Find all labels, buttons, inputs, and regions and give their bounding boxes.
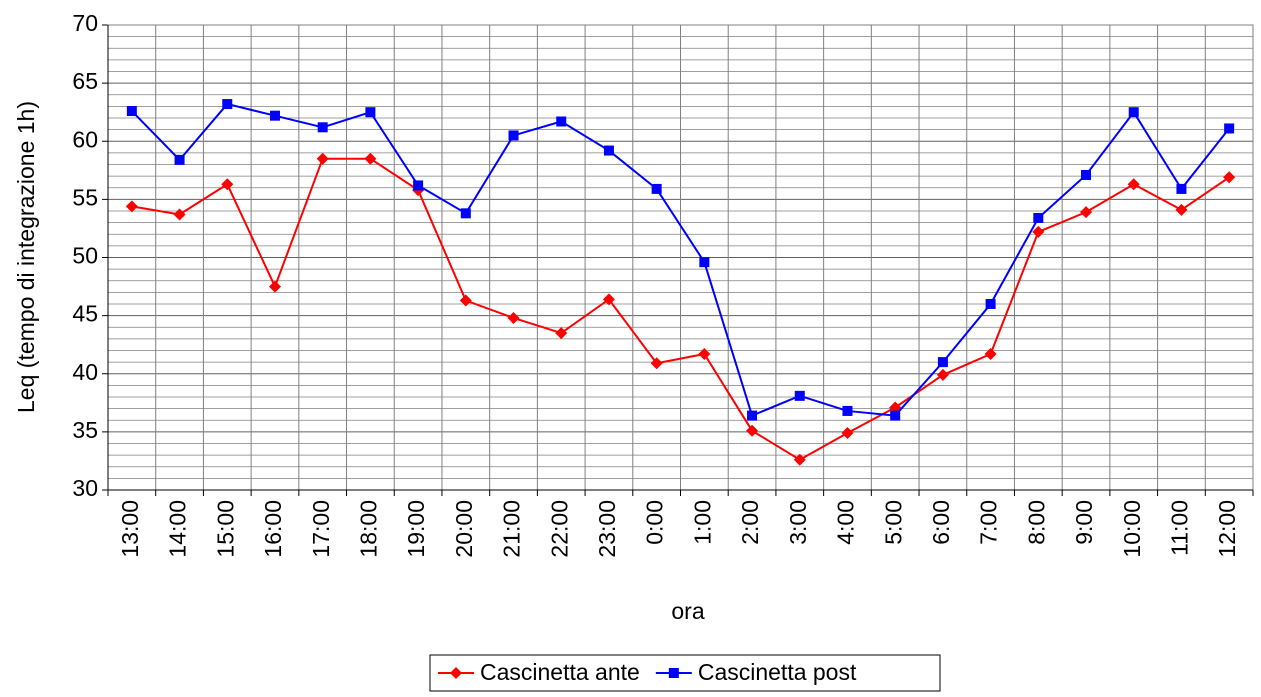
point-marker bbox=[556, 116, 567, 127]
point-marker bbox=[268, 280, 281, 293]
x-tick-label: 7:00 bbox=[976, 500, 1002, 545]
point-marker bbox=[889, 401, 902, 414]
point-marker bbox=[125, 200, 138, 213]
x-tick-label: 14:00 bbox=[165, 500, 191, 558]
point-marker bbox=[317, 122, 328, 133]
point-marker bbox=[936, 368, 949, 381]
point-marker bbox=[1175, 203, 1188, 216]
x-tick-label: 17:00 bbox=[308, 500, 334, 558]
x-tick-label: 19:00 bbox=[403, 500, 429, 558]
point-marker bbox=[508, 130, 519, 141]
point-marker bbox=[413, 180, 424, 191]
point-marker bbox=[793, 453, 806, 466]
x-tick-label: 8:00 bbox=[1023, 500, 1049, 545]
point-marker bbox=[1080, 206, 1093, 219]
y-tick-label: 70 bbox=[72, 10, 98, 36]
y-tick-label: 65 bbox=[72, 68, 98, 94]
point-marker bbox=[1032, 225, 1045, 238]
legend-label: Cascinetta ante bbox=[480, 659, 640, 685]
series-line bbox=[131, 157, 1230, 461]
legend-marker bbox=[450, 667, 462, 679]
point-marker bbox=[747, 410, 758, 421]
y-tick-label: 45 bbox=[72, 301, 98, 327]
series-line bbox=[131, 102, 1230, 417]
point-marker bbox=[460, 208, 471, 219]
point-marker bbox=[1128, 107, 1139, 118]
point-marker bbox=[651, 183, 662, 194]
point-marker bbox=[126, 106, 137, 117]
x-tick-label: 23:00 bbox=[594, 500, 620, 558]
y-tick-label: 60 bbox=[72, 126, 98, 152]
point-marker bbox=[365, 107, 376, 118]
x-tick-label: 22:00 bbox=[546, 500, 572, 558]
point-marker bbox=[1224, 123, 1235, 134]
x-tick-label: 2:00 bbox=[737, 500, 763, 545]
point-marker bbox=[698, 347, 711, 360]
legend-marker bbox=[668, 668, 679, 678]
legend-label: Cascinetta post bbox=[698, 659, 857, 685]
x-tick-label: 16:00 bbox=[260, 500, 286, 558]
y-tick-label: 40 bbox=[72, 359, 98, 385]
point-marker bbox=[555, 327, 568, 340]
x-tick-label: 6:00 bbox=[928, 500, 954, 545]
x-tick-label: 18:00 bbox=[355, 500, 381, 558]
x-tick-label: 13:00 bbox=[117, 500, 143, 558]
point-marker bbox=[364, 152, 377, 165]
point-marker bbox=[650, 357, 663, 370]
point-marker bbox=[794, 390, 805, 401]
point-marker bbox=[269, 110, 280, 121]
y-axis-title: Leq (tempo di integrazione 1h) bbox=[13, 101, 39, 413]
point-marker bbox=[890, 410, 901, 421]
point-marker bbox=[507, 311, 520, 324]
point-marker bbox=[221, 178, 234, 191]
point-marker bbox=[222, 99, 233, 110]
x-axis-title: ora bbox=[671, 598, 704, 624]
point-marker bbox=[746, 424, 759, 437]
x-tick-label: 20:00 bbox=[451, 500, 477, 558]
point-marker bbox=[1223, 171, 1236, 184]
point-marker bbox=[1127, 178, 1140, 191]
x-tick-label: 12:00 bbox=[1214, 500, 1240, 558]
y-tick-label: 50 bbox=[72, 243, 98, 269]
x-tick-label: 11:00 bbox=[1167, 500, 1193, 556]
point-marker bbox=[459, 294, 472, 307]
x-tick-label: 21:00 bbox=[499, 500, 525, 558]
x-tick-label: 0:00 bbox=[642, 500, 668, 545]
x-tick-label: 9:00 bbox=[1071, 500, 1097, 545]
x-tick-label: 1:00 bbox=[689, 500, 715, 545]
point-marker bbox=[603, 145, 614, 156]
x-tick-label: 10:00 bbox=[1119, 500, 1145, 558]
x-tick-label: 5:00 bbox=[880, 500, 906, 545]
y-tick-label: 35 bbox=[72, 417, 98, 443]
point-marker bbox=[984, 347, 997, 360]
point-marker bbox=[316, 152, 329, 165]
point-marker bbox=[842, 405, 853, 416]
point-marker bbox=[937, 357, 948, 368]
point-marker bbox=[699, 257, 710, 268]
point-marker bbox=[602, 293, 615, 306]
x-tick-label: 4:00 bbox=[833, 500, 859, 545]
point-marker bbox=[1176, 183, 1187, 194]
point-marker bbox=[985, 299, 996, 309]
point-marker bbox=[173, 208, 186, 221]
point-marker bbox=[1081, 169, 1092, 180]
point-marker bbox=[174, 154, 185, 165]
point-marker bbox=[1033, 212, 1044, 223]
y-tick-label: 30 bbox=[72, 475, 98, 501]
point-marker bbox=[841, 427, 854, 440]
y-tick-label: 55 bbox=[72, 184, 98, 210]
x-tick-label: 3:00 bbox=[785, 500, 811, 545]
x-tick-label: 15:00 bbox=[212, 500, 238, 558]
